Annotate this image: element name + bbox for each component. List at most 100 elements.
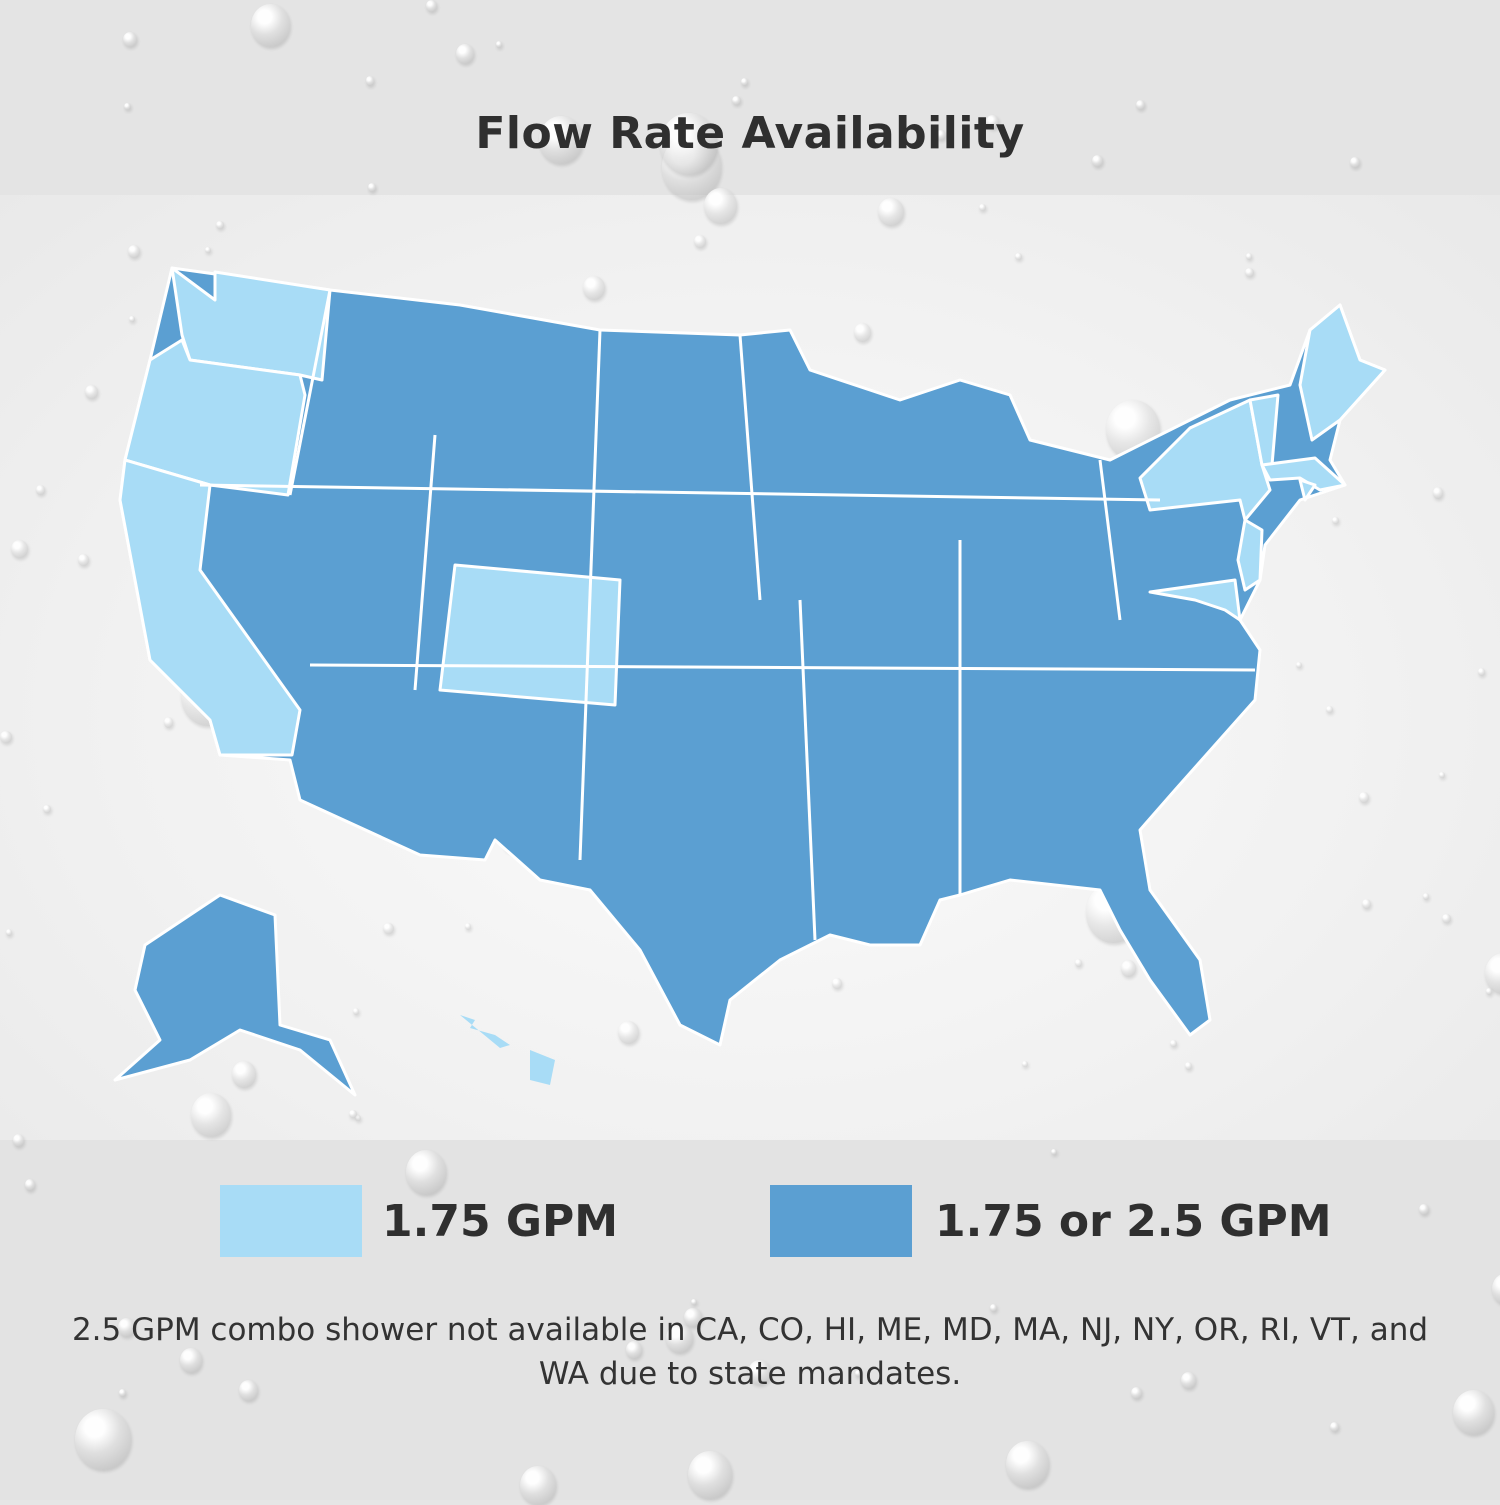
- state-or: [123, 338, 307, 497]
- water-drop: [1350, 157, 1360, 168]
- water-drop: [1478, 668, 1486, 676]
- water-drop: [583, 275, 606, 300]
- water-drop: [1130, 1386, 1142, 1399]
- water-drop: [127, 244, 140, 259]
- state-border: [798, 599, 817, 941]
- water-drop: [1452, 1390, 1494, 1436]
- water-drop: [124, 102, 131, 110]
- water-drop: [43, 805, 51, 814]
- water-drop: [1442, 913, 1451, 923]
- water-drop: [741, 78, 749, 86]
- water-drop: [1432, 487, 1444, 500]
- legend-swatch-light: [220, 1185, 362, 1257]
- water-drop: [854, 323, 872, 342]
- water-drop: [855, 1370, 862, 1378]
- water-drop: [352, 1007, 359, 1015]
- water-drop: [25, 1179, 36, 1191]
- water-drop: [117, 1318, 136, 1338]
- water-drop: [1418, 1203, 1429, 1215]
- water-drop: [456, 44, 474, 64]
- water-drop: [703, 187, 738, 225]
- water-drop: [1075, 958, 1083, 967]
- water-drop: [383, 922, 394, 935]
- legend-swatch-dark: [770, 1185, 912, 1257]
- water-drop: [1439, 771, 1446, 779]
- state-border: [309, 663, 1256, 672]
- water-drop: [1121, 960, 1137, 978]
- water-drop: [12, 1134, 24, 1147]
- water-drop: [365, 76, 374, 86]
- water-drop: [690, 1298, 697, 1306]
- state-ma: [1260, 456, 1347, 492]
- water-drop: [10, 539, 28, 559]
- water-drop: [936, 129, 946, 141]
- state-border: [413, 434, 437, 691]
- footnote: 2.5 GPM combo shower not available in CA…: [71, 1312, 1429, 1392]
- water-drop: [625, 1341, 642, 1359]
- water-drop: [85, 385, 98, 400]
- water-drop: [1092, 154, 1104, 168]
- state-hi-islands: [460, 1015, 510, 1048]
- water-drop: [1245, 253, 1252, 260]
- header-band: [0, 0, 1500, 195]
- water-drop: [1295, 661, 1302, 669]
- water-drop: [1326, 706, 1333, 714]
- water-drop: [1484, 952, 1500, 994]
- state-co: [438, 563, 622, 707]
- water-drop: [732, 96, 741, 106]
- legend-label-light: 1.75 GPM: [382, 1196, 619, 1247]
- page-title: Flow Rate Availability: [475, 108, 1025, 159]
- water-drop: [464, 923, 471, 930]
- water-drop: [122, 31, 138, 48]
- us-mainland: [118, 266, 1387, 1047]
- water-drop: [618, 1021, 640, 1045]
- state-border: [288, 289, 332, 496]
- water-drop: [75, 1408, 132, 1471]
- state-me: [1298, 303, 1387, 442]
- water-drop: [684, 1308, 702, 1328]
- water-drop: [204, 246, 211, 254]
- water-drop: [190, 1092, 231, 1137]
- legend-label-dark: 1.75 or 2.5 GPM: [935, 1196, 1332, 1247]
- state-ri: [1298, 478, 1317, 502]
- water-drop: [215, 220, 224, 230]
- water-drop: [5, 929, 12, 937]
- water-drop: [1170, 1039, 1177, 1047]
- water-drop: [77, 553, 90, 567]
- state-nj: [1236, 518, 1264, 592]
- water-drop: [687, 1450, 732, 1500]
- water-drop: [1051, 1148, 1058, 1156]
- state-ak: [113, 893, 357, 1097]
- water-drop: [495, 41, 502, 48]
- water-drop: [986, 114, 999, 129]
- water-drop: [520, 1466, 556, 1505]
- water-drop: [231, 1060, 257, 1088]
- water-drop: [1180, 1372, 1196, 1389]
- water-drop: [1330, 1421, 1340, 1432]
- water-drop: [539, 115, 583, 164]
- water-drop: [1332, 516, 1340, 525]
- state-border: [1098, 459, 1122, 621]
- water-drop: [1185, 1061, 1193, 1070]
- water-drop: [425, 0, 437, 13]
- state-ca: [118, 458, 302, 757]
- water-drop: [979, 204, 986, 212]
- water-drop: [349, 1109, 357, 1119]
- water-drop: [238, 1380, 258, 1402]
- water-drop: [990, 1304, 998, 1312]
- water-drop: [1361, 898, 1371, 910]
- water-drop: [832, 978, 842, 989]
- state-md: [1148, 578, 1242, 622]
- water-drop: [368, 183, 376, 192]
- water-drop: [250, 4, 290, 48]
- water-drop: [163, 717, 174, 728]
- water-drop: [878, 197, 904, 226]
- water-drop: [405, 1149, 447, 1195]
- water-drop: [1245, 267, 1254, 277]
- water-drop: [748, 1359, 772, 1386]
- water-drop: [666, 1323, 693, 1353]
- water-drop: [1423, 893, 1430, 901]
- state-ny: [1138, 398, 1272, 522]
- state-hi: [530, 1050, 555, 1085]
- state-border: [199, 483, 1161, 502]
